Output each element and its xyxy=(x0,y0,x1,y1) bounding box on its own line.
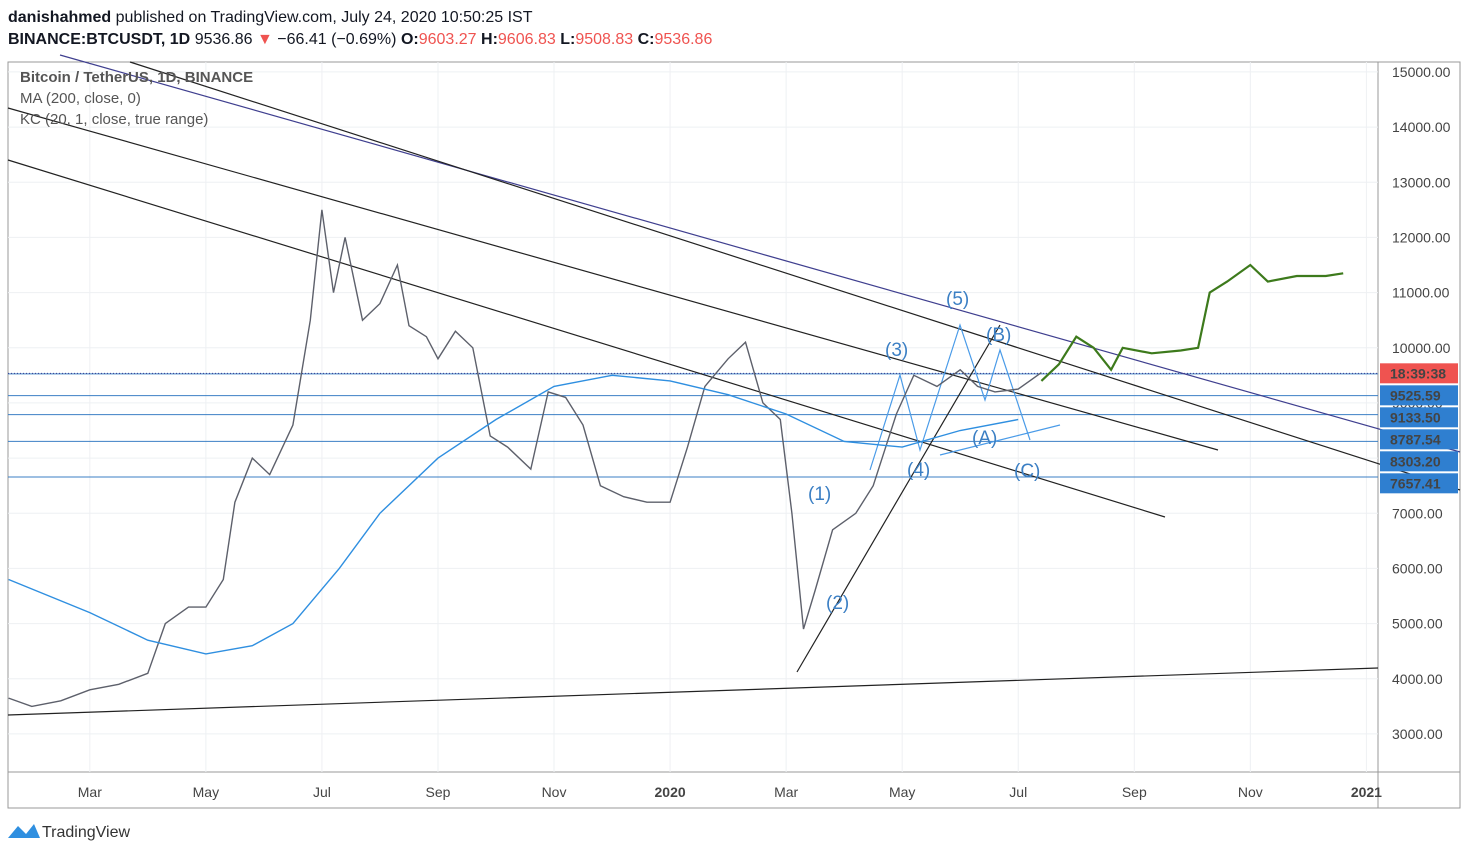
ohlc-value: 9536.86 xyxy=(655,31,713,48)
series-line xyxy=(8,209,1042,708)
current-price-box xyxy=(1380,363,1458,384)
x-tick-label: 2020 xyxy=(655,784,686,800)
x-tick-label: Nov xyxy=(1238,784,1263,800)
ohlc-value: 9508.83 xyxy=(575,31,633,48)
legend-item: Bitcoin / TetherUS, 1D, BINANCE xyxy=(20,69,253,86)
current-price-label: 18:39:38 xyxy=(1390,365,1446,381)
level-label: 7657.41 xyxy=(1390,475,1441,491)
x-tick-label: May xyxy=(193,784,219,800)
level-box xyxy=(1380,451,1458,472)
ohlc-value: 9603.27 xyxy=(419,31,477,48)
series-line xyxy=(8,374,1019,655)
trend-lines xyxy=(7,54,1461,716)
trend-line xyxy=(7,107,1219,451)
ohlc-key: O: xyxy=(401,31,419,48)
wave-path xyxy=(939,424,1061,456)
level-box xyxy=(1380,429,1458,450)
frame xyxy=(7,61,1461,809)
logo: TradingView xyxy=(8,824,130,841)
wave-label: (A) xyxy=(972,428,997,449)
wave-label: (C) xyxy=(1014,461,1040,482)
trend-line xyxy=(7,667,1379,716)
wave-label: (3) xyxy=(885,340,908,361)
y-tick-label: 5000.00 xyxy=(1392,616,1443,632)
trend-line xyxy=(129,61,1461,491)
legend-item: MA (200, close, 0) xyxy=(20,90,141,107)
trend-line xyxy=(7,159,1166,518)
wave-path xyxy=(869,323,1031,471)
y-tick-label: 6000.00 xyxy=(1392,560,1443,576)
y-tick-label: 10000.00 xyxy=(1392,340,1451,356)
x-tick-label: 2021 xyxy=(1351,784,1382,800)
trend-line xyxy=(796,324,1001,673)
header-line: danishahmed published on TradingView.com… xyxy=(8,9,533,26)
wave-label: (2) xyxy=(826,593,849,614)
symbol-line: BINANCE:BTCUSDT, 1D 9536.86 ▼ −66.41 (−0… xyxy=(8,31,712,48)
level-box xyxy=(1380,385,1458,406)
x-tick-label: Sep xyxy=(1122,784,1147,800)
y-tick-label: 13000.00 xyxy=(1392,174,1451,190)
symbol: BINANCE:BTCUSDT, 1D xyxy=(8,31,190,48)
level-label: 8787.54 xyxy=(1390,431,1441,447)
x-tick-label: May xyxy=(889,784,915,800)
trend-line xyxy=(59,54,1461,453)
wave-label: (1) xyxy=(808,484,831,505)
footer-brand: TradingView xyxy=(42,824,130,841)
wave-label: (5) xyxy=(946,289,969,310)
x-tick-label: Jul xyxy=(313,784,331,800)
price: 9536.86 xyxy=(195,31,253,48)
level-label: 9133.50 xyxy=(1390,409,1441,425)
x-tick-label: Mar xyxy=(78,784,102,800)
x-tick-label: Jul xyxy=(1009,784,1027,800)
ohlc-key: L: xyxy=(560,31,575,48)
wave-label: (B) xyxy=(986,325,1011,346)
y-tick-label: 15000.00 xyxy=(1392,64,1451,80)
author: danishahmed xyxy=(8,9,111,26)
ohlc-key: H: xyxy=(481,31,498,48)
published: published on TradingView.com, July 24, 2… xyxy=(116,9,533,26)
wave-label: (4) xyxy=(907,460,930,481)
change: −66.41 (−0.69%) xyxy=(277,31,396,48)
y-tick-label: 12000.00 xyxy=(1392,229,1451,245)
ohlc-key: C: xyxy=(638,31,655,48)
x-tick-label: Nov xyxy=(542,784,567,800)
level-label: 8303.20 xyxy=(1390,453,1441,469)
series-line xyxy=(1040,263,1344,382)
arrow: ▼ xyxy=(257,31,273,48)
x-tick-label: Sep xyxy=(426,784,451,800)
y-tick-label: 11000.00 xyxy=(1392,285,1450,301)
level-box xyxy=(1380,407,1458,428)
level-box xyxy=(1380,473,1458,494)
y-tick-label: 4000.00 xyxy=(1392,671,1443,687)
ohlc-value: 9606.83 xyxy=(498,31,556,48)
x-tick-label: Mar xyxy=(774,784,798,800)
y-tick-label: 3000.00 xyxy=(1392,726,1443,742)
y-tick-label: 7000.00 xyxy=(1392,505,1443,521)
logo-icon xyxy=(8,824,40,838)
level-label: 9525.59 xyxy=(1390,387,1441,403)
legend-item: KC (20, 1, close, true range) xyxy=(20,111,208,128)
y-tick-label: 14000.00 xyxy=(1392,119,1451,135)
